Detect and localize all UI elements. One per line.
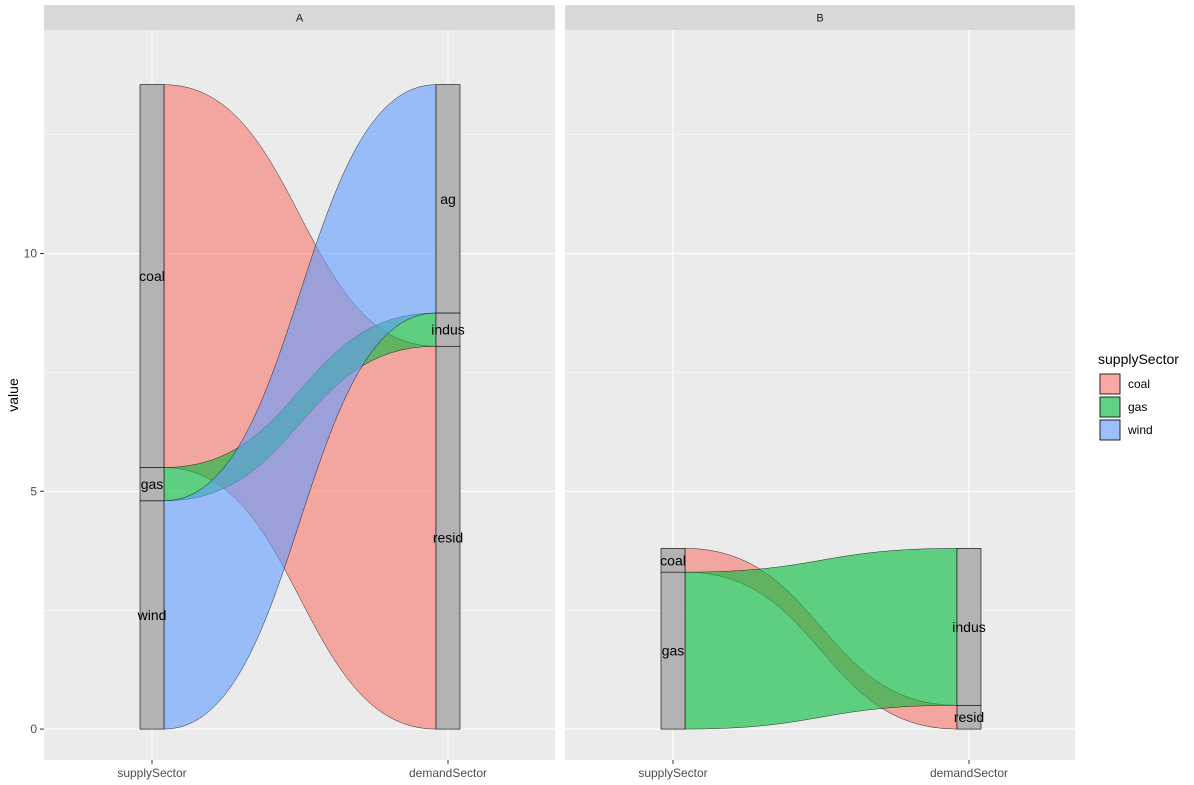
facet-strip-label: A: [296, 13, 304, 25]
supply-stratum-label: gas: [141, 476, 164, 492]
legend-key-wind: [1099, 419, 1121, 441]
y-tick-label: 0: [30, 722, 37, 736]
demand-stratum-indus: [435, 312, 461, 347]
legend-label-coal: coal: [1128, 377, 1150, 391]
x-tick-label: demandSector: [409, 766, 487, 780]
supply-stratum-coal: [139, 84, 165, 468]
y-tick-label: 5: [30, 484, 37, 498]
legend-label-wind: wind: [1127, 423, 1153, 437]
y-axis-title: value: [5, 378, 21, 412]
x-tick-label: demandSector: [930, 766, 1008, 780]
facet-strip-label: B: [816, 13, 823, 25]
supply-stratum-label: coal: [660, 552, 686, 568]
demand-stratum-label: indus: [952, 619, 985, 635]
facet-strip: [44, 5, 555, 30]
supply-stratum-coal: [660, 548, 686, 573]
supply-stratum-label: gas: [662, 643, 685, 659]
demand-stratum-indus: [956, 548, 982, 706]
supply-stratum-gas: [139, 467, 165, 502]
supply-stratum-label: wind: [137, 607, 167, 623]
y-tick-label: 10: [24, 247, 38, 261]
legend-key-gas: [1099, 396, 1121, 418]
x-tick-label: supplySector: [638, 766, 707, 780]
flow-gas-indus: [684, 548, 958, 730]
x-tick-label: supplySector: [117, 766, 186, 780]
supply-stratum-label: coal: [139, 268, 165, 284]
legend-label-gas: gas: [1128, 400, 1147, 414]
demand-stratum-label: ag: [440, 191, 456, 207]
demand-stratum-resid: [435, 345, 461, 730]
demand-stratum-label: resid: [954, 709, 984, 725]
supply-stratum-wind: [139, 500, 165, 730]
demand-stratum-label: indus: [431, 322, 464, 338]
demand-stratum-label: resid: [433, 530, 463, 546]
supply-stratum-gas: [660, 571, 686, 730]
facet-strip: [565, 5, 1075, 30]
demand-stratum-ag: [435, 84, 461, 314]
legend-key-coal: [1099, 373, 1121, 395]
legend-title: supplySector: [1098, 351, 1179, 367]
